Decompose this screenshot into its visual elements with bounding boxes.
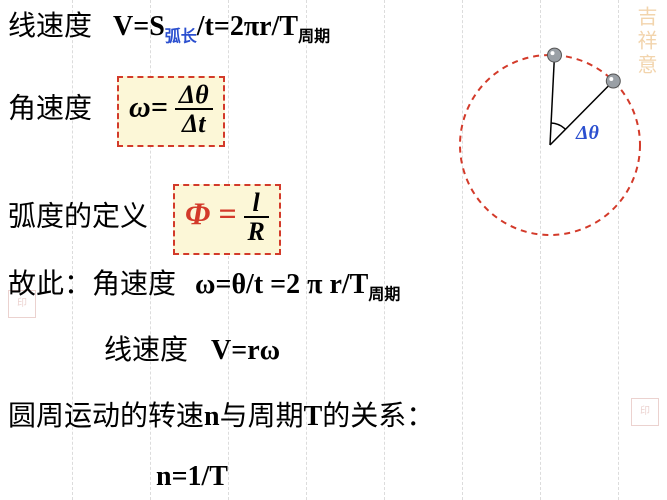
omega-num: Δθ bbox=[175, 82, 213, 110]
label: 线速度 bbox=[104, 335, 188, 366]
line-n-formula: n=1/T bbox=[156, 460, 228, 494]
sub-period: 周期 bbox=[368, 287, 400, 304]
formula: n=1/T bbox=[156, 461, 228, 492]
text-prefix: 圆周运动的转速 bbox=[8, 401, 204, 432]
sub-arc: 弧长 bbox=[165, 29, 197, 46]
omega-box: ω= Δθ Δt bbox=[117, 76, 225, 147]
phi-box: Φ = l R bbox=[173, 184, 281, 255]
text-mid: 与周期 bbox=[220, 401, 304, 432]
sub-period: 周期 bbox=[298, 29, 330, 46]
line-linear-velocity: 线速度 V=S弧长/t=2πr/T周期 bbox=[8, 10, 330, 47]
formula-mid: /t=2πr/T bbox=[197, 11, 298, 42]
label: 角速度 bbox=[8, 94, 92, 125]
line-v-eq-rw: 线速度 V=rω bbox=[104, 334, 280, 368]
label: 线速度 bbox=[8, 11, 92, 42]
omega-eq: ω= bbox=[129, 91, 168, 124]
stamp-icon: 印 bbox=[631, 398, 659, 426]
formula: V=rω bbox=[211, 335, 280, 366]
watermark: 吉祥意 bbox=[633, 6, 657, 78]
formula: ω=θ/t =2 π r/T bbox=[195, 269, 368, 300]
phi-eq: Φ = bbox=[185, 196, 236, 232]
svg-text:Δθ: Δθ bbox=[575, 122, 600, 144]
line-therefore: 故此：角速度 ω=θ/t =2 π r/T周期 bbox=[8, 268, 400, 305]
phi-num: l bbox=[244, 190, 269, 218]
n: n bbox=[204, 401, 220, 432]
line-n-T-relation: 圆周运动的转速n与周期T的关系： bbox=[8, 400, 434, 434]
line-radian-def: 弧度的定义 Φ = l R bbox=[8, 184, 281, 255]
omega-den: Δt bbox=[175, 110, 213, 139]
text-suffix: 的关系： bbox=[322, 401, 434, 432]
T: T bbox=[304, 401, 323, 432]
phi-den: R bbox=[244, 218, 269, 247]
line-angular-velocity: 角速度 ω= Δθ Δt bbox=[8, 76, 225, 147]
label: 故此：角速度 bbox=[8, 269, 176, 300]
label: 弧度的定义 bbox=[8, 202, 148, 233]
formula-prefix: V=S bbox=[113, 11, 165, 42]
